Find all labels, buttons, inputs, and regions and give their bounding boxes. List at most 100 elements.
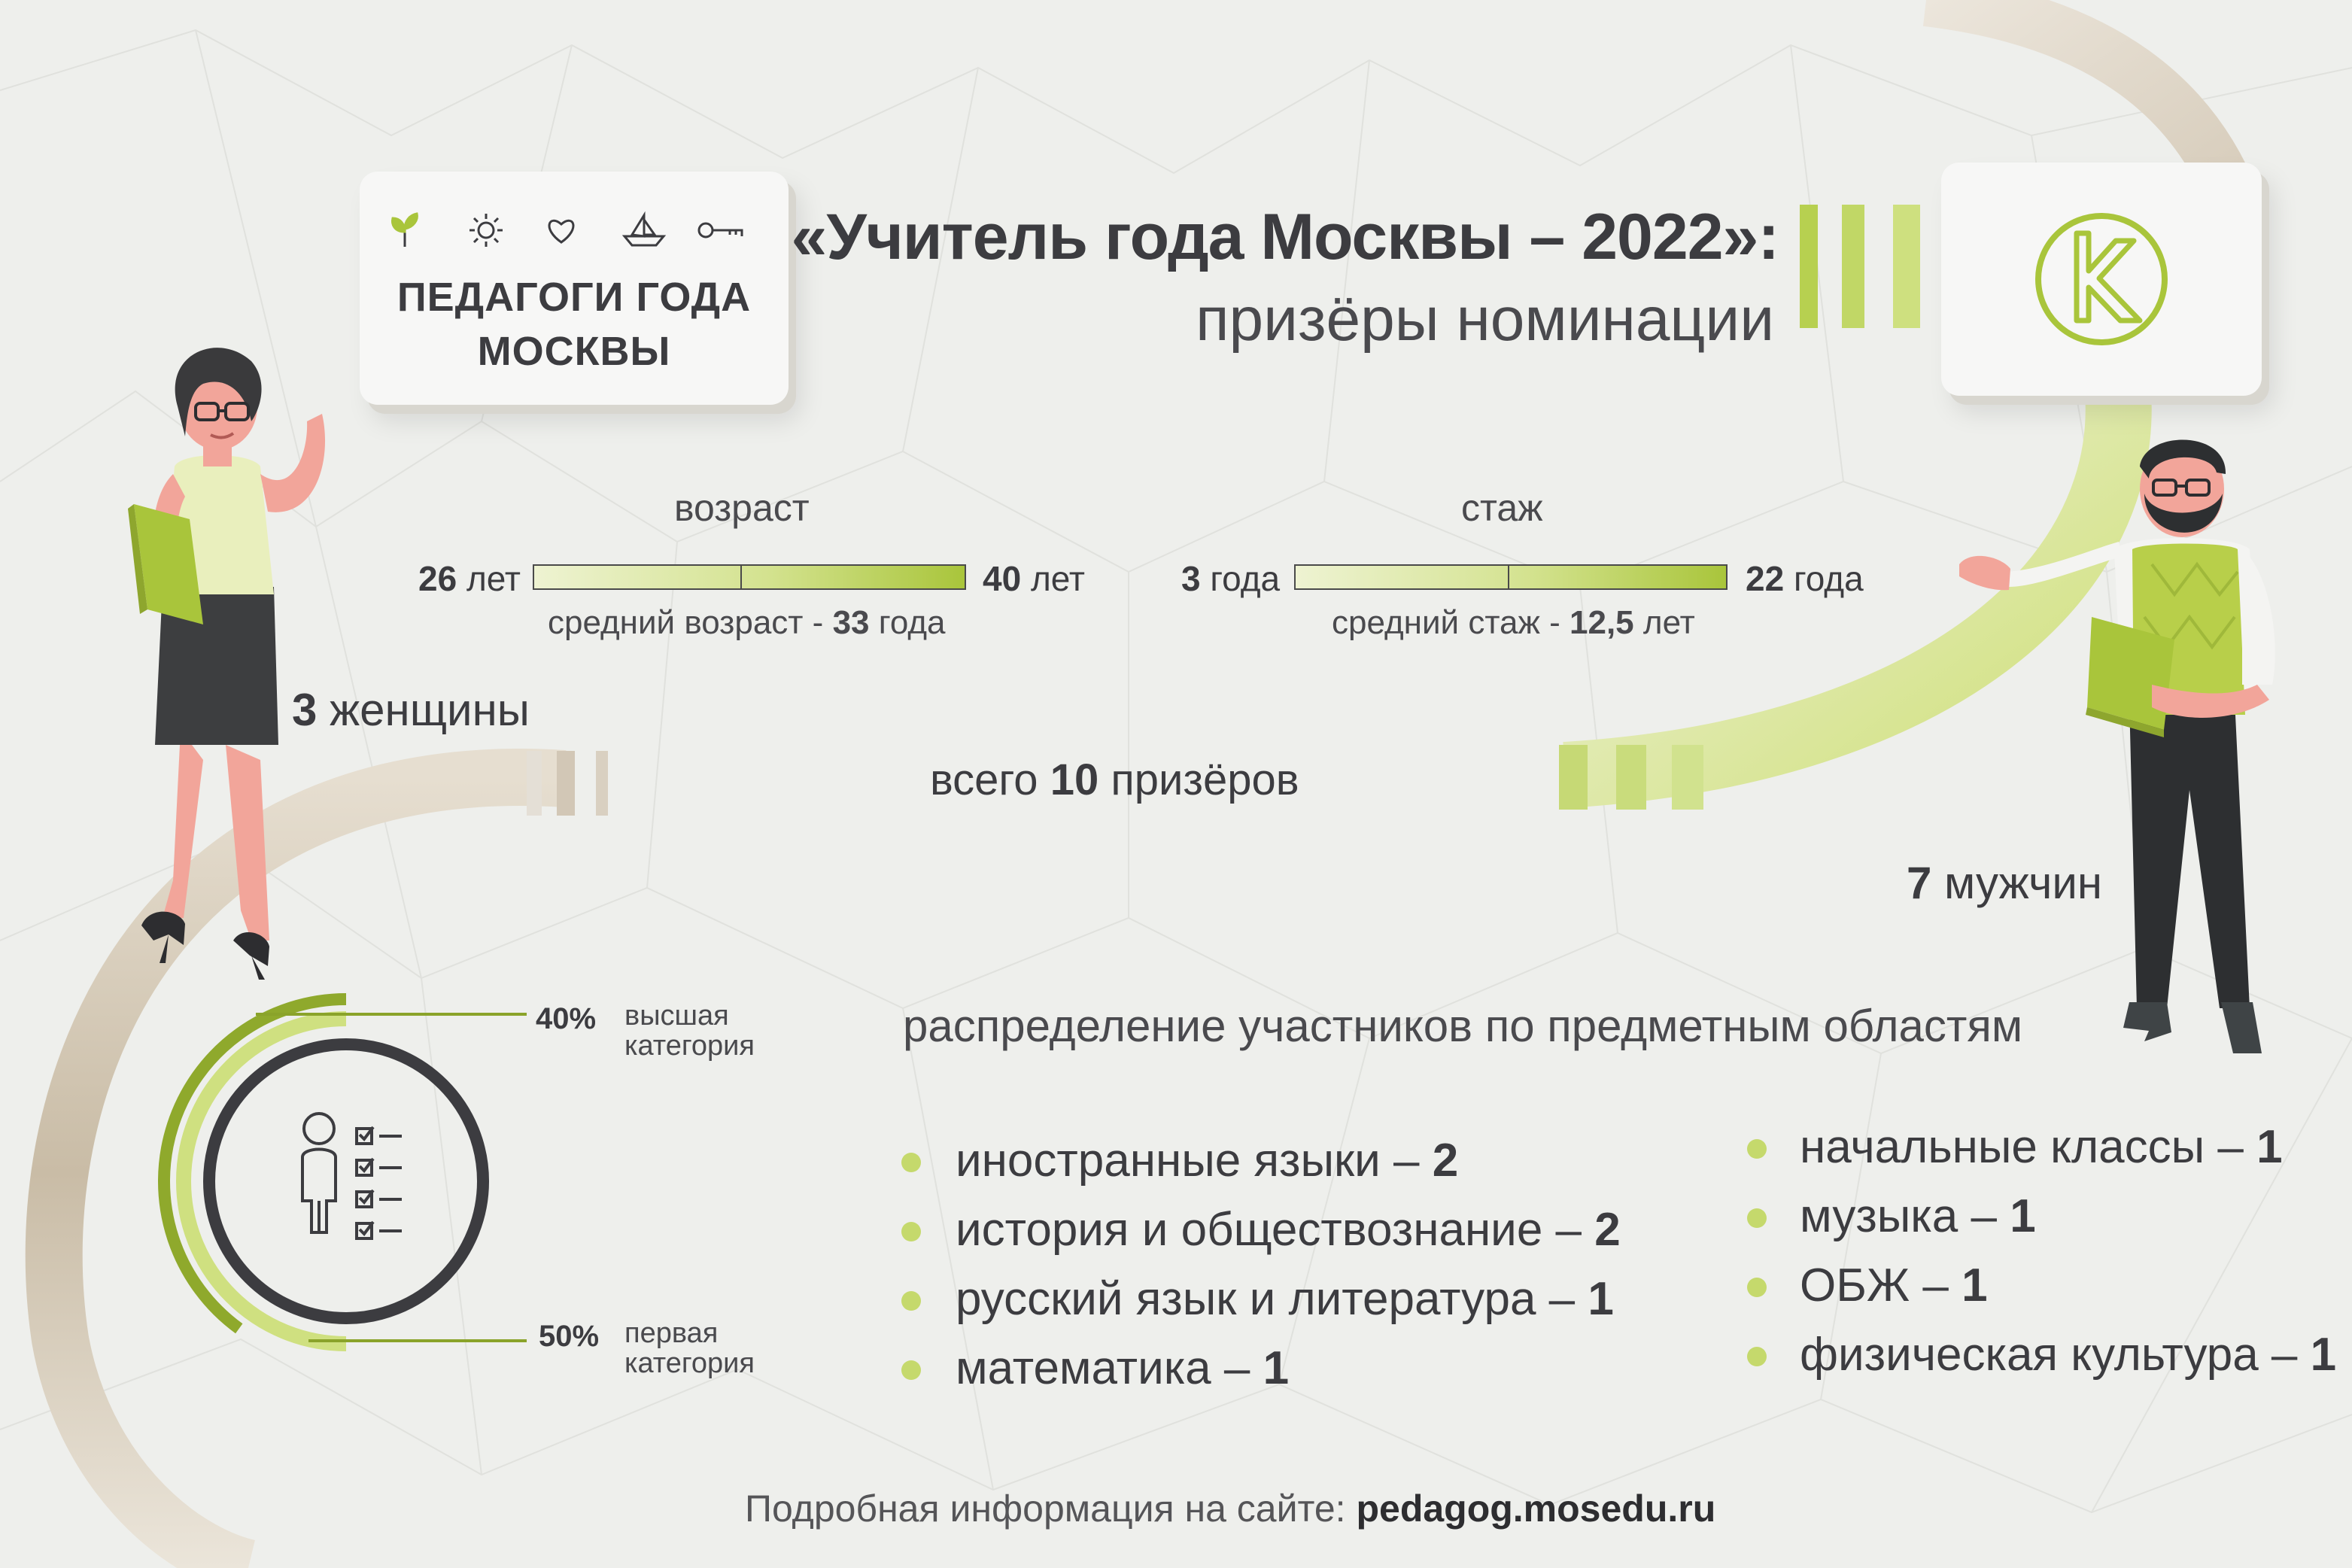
heart-icon bbox=[548, 219, 575, 244]
experience-range-bar bbox=[1294, 564, 1728, 590]
bullet-dot bbox=[1747, 1347, 1767, 1366]
footer-info: Подробная информация на сайте: pedagog.m… bbox=[745, 1490, 1715, 1527]
footer-link[interactable]: pedagog.mosedu.ru bbox=[1356, 1487, 1716, 1530]
bullet-dot bbox=[1747, 1139, 1767, 1159]
trousers bbox=[2129, 700, 2250, 1008]
pointing-hand bbox=[1959, 555, 2010, 591]
page-title: «Учитель года Москвы – 2022»: bbox=[791, 201, 1779, 273]
subject-name: музыка – bbox=[1800, 1190, 1997, 1242]
key-icon bbox=[697, 222, 743, 239]
experience-average: средний стаж - 12,5 лет bbox=[1332, 606, 1695, 640]
first-category-line2: категория bbox=[624, 1348, 755, 1379]
green-stripes bbox=[1559, 745, 1703, 810]
men-count-label: мужчин bbox=[1944, 858, 2103, 908]
highest-category-line1: высшая bbox=[624, 1000, 729, 1032]
total-count: 10 bbox=[1050, 755, 1099, 804]
subject-count: 1 bbox=[2010, 1190, 2036, 1242]
age-min-value: 26 bbox=[418, 559, 457, 598]
subject-count: 1 bbox=[2310, 1329, 2337, 1381]
women-count: 3 женщины bbox=[292, 688, 530, 733]
total-winners: всего 10 призёров bbox=[930, 758, 1299, 802]
experience-label: стаж bbox=[1461, 487, 1543, 529]
subject-name: ОБЖ – bbox=[1800, 1260, 1949, 1311]
experience-avg-prefix: средний стаж - bbox=[1332, 604, 1560, 641]
age-avg-value: 33 bbox=[832, 604, 870, 641]
men-count: 7 мужчин bbox=[1907, 861, 2102, 906]
subject-item: начальные классы – 1 bbox=[1800, 1124, 2283, 1171]
bullet-dot bbox=[901, 1153, 921, 1172]
subject-item: иностранные языки – 2 bbox=[956, 1138, 1458, 1184]
age-min-unit: лет bbox=[466, 559, 521, 598]
man-glasses-icon bbox=[2152, 479, 2211, 497]
subject-name: начальные классы – bbox=[1800, 1121, 2244, 1173]
logo-title-line2: МОСКВЫ bbox=[477, 329, 671, 374]
highest-category-label: высшая категория bbox=[624, 1001, 820, 1061]
subject-name: история и обществознание – bbox=[956, 1204, 1582, 1256]
subject-count: 1 bbox=[1962, 1260, 1988, 1311]
subject-item: ОБЖ – 1 bbox=[1800, 1263, 1988, 1309]
man-teacher-illustration bbox=[1959, 439, 2275, 1053]
age-max-value: 40 bbox=[983, 559, 1022, 598]
women-count-value: 3 bbox=[292, 685, 318, 735]
logo-icons-row bbox=[391, 211, 743, 247]
subject-count: 1 bbox=[1588, 1273, 1614, 1325]
man-hair bbox=[2140, 439, 2226, 479]
subject-item: музыка – 1 bbox=[1800, 1193, 2036, 1240]
age-label: возраст bbox=[674, 487, 810, 529]
subject-item: история и обществознание – 2 bbox=[956, 1207, 1621, 1253]
bullet-dot bbox=[1747, 1208, 1767, 1228]
page-subtitle: призёры номинации bbox=[1196, 285, 1774, 354]
subject-count: 2 bbox=[1594, 1204, 1621, 1256]
beige-stripes bbox=[527, 751, 608, 816]
first-category-label: первая категория bbox=[624, 1318, 820, 1378]
age-min: 26 лет bbox=[418, 561, 521, 596]
subject-item: математика – 1 bbox=[956, 1345, 1289, 1392]
footer-prefix: Подробная информация на сайте: bbox=[745, 1487, 1346, 1530]
beard bbox=[2144, 494, 2223, 533]
boat-icon bbox=[621, 211, 667, 247]
bullet-dot bbox=[901, 1222, 921, 1241]
beige-arc bbox=[25, 749, 567, 1568]
experience-min: 3 года bbox=[1181, 561, 1280, 596]
age-average: средний возраст - 33 года bbox=[548, 606, 946, 640]
left-shoe bbox=[141, 911, 185, 945]
age-max-unit: лет bbox=[1030, 559, 1085, 598]
experience-avg-unit: лет bbox=[1642, 604, 1695, 641]
ring-outline bbox=[203, 1038, 489, 1324]
title-stripes bbox=[1800, 205, 1920, 328]
bullet-dot bbox=[901, 1291, 921, 1311]
woman-teacher-illustration bbox=[128, 348, 326, 980]
men-count-value: 7 bbox=[1907, 858, 1932, 908]
highest-category-arc bbox=[158, 993, 347, 1334]
subject-count: 1 bbox=[1263, 1342, 1290, 1394]
logo-title-line1: ПЕДАГОГИ ГОДА bbox=[397, 275, 752, 320]
women-count-label: женщины bbox=[330, 685, 530, 735]
age-avg-unit: года bbox=[878, 604, 946, 641]
experience-max-value: 22 bbox=[1746, 559, 1785, 598]
subject-name: иностранные языки – bbox=[956, 1135, 1420, 1187]
pedagogues-logo-card: ПЕДАГОГИ ГОДА МОСКВЫ bbox=[360, 172, 789, 405]
experience-avg-value: 12,5 bbox=[1570, 604, 1634, 641]
subject-name: русский язык и литература – bbox=[956, 1273, 1576, 1325]
glasses-icon bbox=[194, 402, 250, 421]
highest-category-percent: 40% bbox=[536, 1002, 597, 1035]
green-arc bbox=[1563, 355, 2152, 808]
book-icon bbox=[134, 504, 203, 624]
k-monogram-icon bbox=[2035, 213, 2168, 345]
first-category-percent: 50% bbox=[539, 1320, 600, 1353]
woman-hair bbox=[175, 348, 262, 436]
first-category-arc bbox=[176, 1011, 347, 1351]
total-prefix: всего bbox=[930, 755, 1038, 804]
subject-count: 2 bbox=[1432, 1135, 1459, 1187]
highest-category-line2: категория bbox=[624, 1030, 755, 1062]
age-max: 40 лет bbox=[983, 561, 1085, 596]
skirt bbox=[155, 587, 278, 745]
subjects-heading: распределение участников по предметным о… bbox=[903, 1001, 2023, 1051]
subject-count: 1 bbox=[2256, 1121, 2283, 1173]
subject-item: русский язык и литература – 1 bbox=[956, 1276, 1614, 1323]
sun-icon bbox=[469, 214, 503, 247]
subject-item: физическая культура – 1 bbox=[1800, 1332, 2336, 1378]
age-avg-prefix: средний возраст - bbox=[548, 604, 824, 641]
sprout-icon bbox=[391, 212, 418, 247]
right-shoe bbox=[233, 931, 269, 966]
